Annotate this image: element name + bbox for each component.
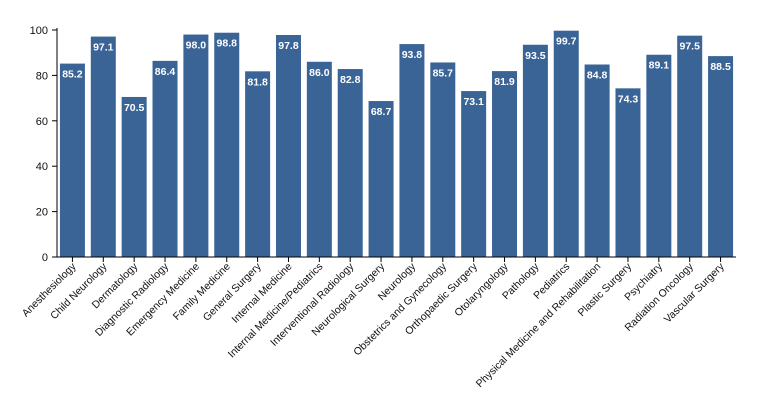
bar (615, 88, 641, 258)
bar-data-label: 82.8 (340, 74, 361, 86)
bar-data-label: 88.5 (710, 61, 731, 73)
bar (337, 69, 363, 257)
bar (461, 91, 487, 257)
y-axis: 0 20 40 60 80 100 (30, 25, 58, 264)
bar (90, 36, 116, 257)
bar (399, 44, 425, 257)
bar-data-label: 89.1 (649, 60, 670, 72)
bar-data-label: 97.8 (278, 40, 299, 52)
bar (121, 96, 147, 257)
bar (183, 34, 209, 257)
bar-data-label: 74.3 (618, 93, 639, 105)
bar (275, 34, 301, 257)
bar-data-label: 73.1 (463, 96, 484, 108)
x-tick-label: Anesthesiology (20, 260, 79, 319)
bar-data-label: 81.9 (494, 76, 515, 88)
bar-data-label: 97.1 (93, 42, 114, 54)
bar-data-label: 86.4 (155, 66, 176, 78)
bar-data-label: 93.8 (402, 49, 423, 61)
bar (430, 62, 456, 257)
bar-data-label: 97.5 (679, 41, 700, 53)
bar (677, 35, 703, 257)
bar (522, 44, 548, 257)
bar (553, 30, 579, 257)
y-tick-label: 60 (36, 116, 48, 128)
bar (245, 71, 271, 258)
bar-data-label: 85.7 (433, 67, 454, 79)
y-tick-label: 80 (36, 70, 48, 82)
bar (59, 63, 85, 257)
x-tick-label: Plastic Surgery (576, 260, 635, 319)
y-tick-label: 0 (42, 252, 48, 264)
bar (368, 101, 394, 258)
bar (646, 54, 672, 258)
y-tick-label: 100 (30, 25, 48, 37)
bar-data-label: 70.5 (124, 102, 145, 114)
bar (492, 71, 518, 257)
bars-group: 85.2 97.1 70.5 86.4 98.0 98.8 81.8 97.8 86.0 82.8… (59, 30, 734, 258)
bar (306, 61, 332, 257)
bar (152, 60, 178, 257)
bar (708, 56, 734, 258)
bar-data-label: 81.8 (247, 76, 268, 88)
bar-data-label: 84.8 (587, 70, 608, 82)
bar-data-label: 86.0 (309, 67, 330, 79)
bar (584, 64, 610, 257)
bar-data-label: 98.8 (217, 38, 238, 50)
bar-data-label: 93.5 (525, 50, 546, 62)
bar-data-label: 85.2 (62, 69, 83, 81)
x-tick-label: Otolaryngology (452, 260, 511, 319)
bar-data-label: 68.7 (371, 106, 392, 118)
y-tick-label: 20 (36, 207, 48, 219)
y-tick-label: 40 (36, 161, 48, 173)
bar-data-label: 98.0 (186, 40, 207, 52)
bar-data-label: 99.7 (556, 36, 577, 48)
bar (214, 32, 240, 257)
